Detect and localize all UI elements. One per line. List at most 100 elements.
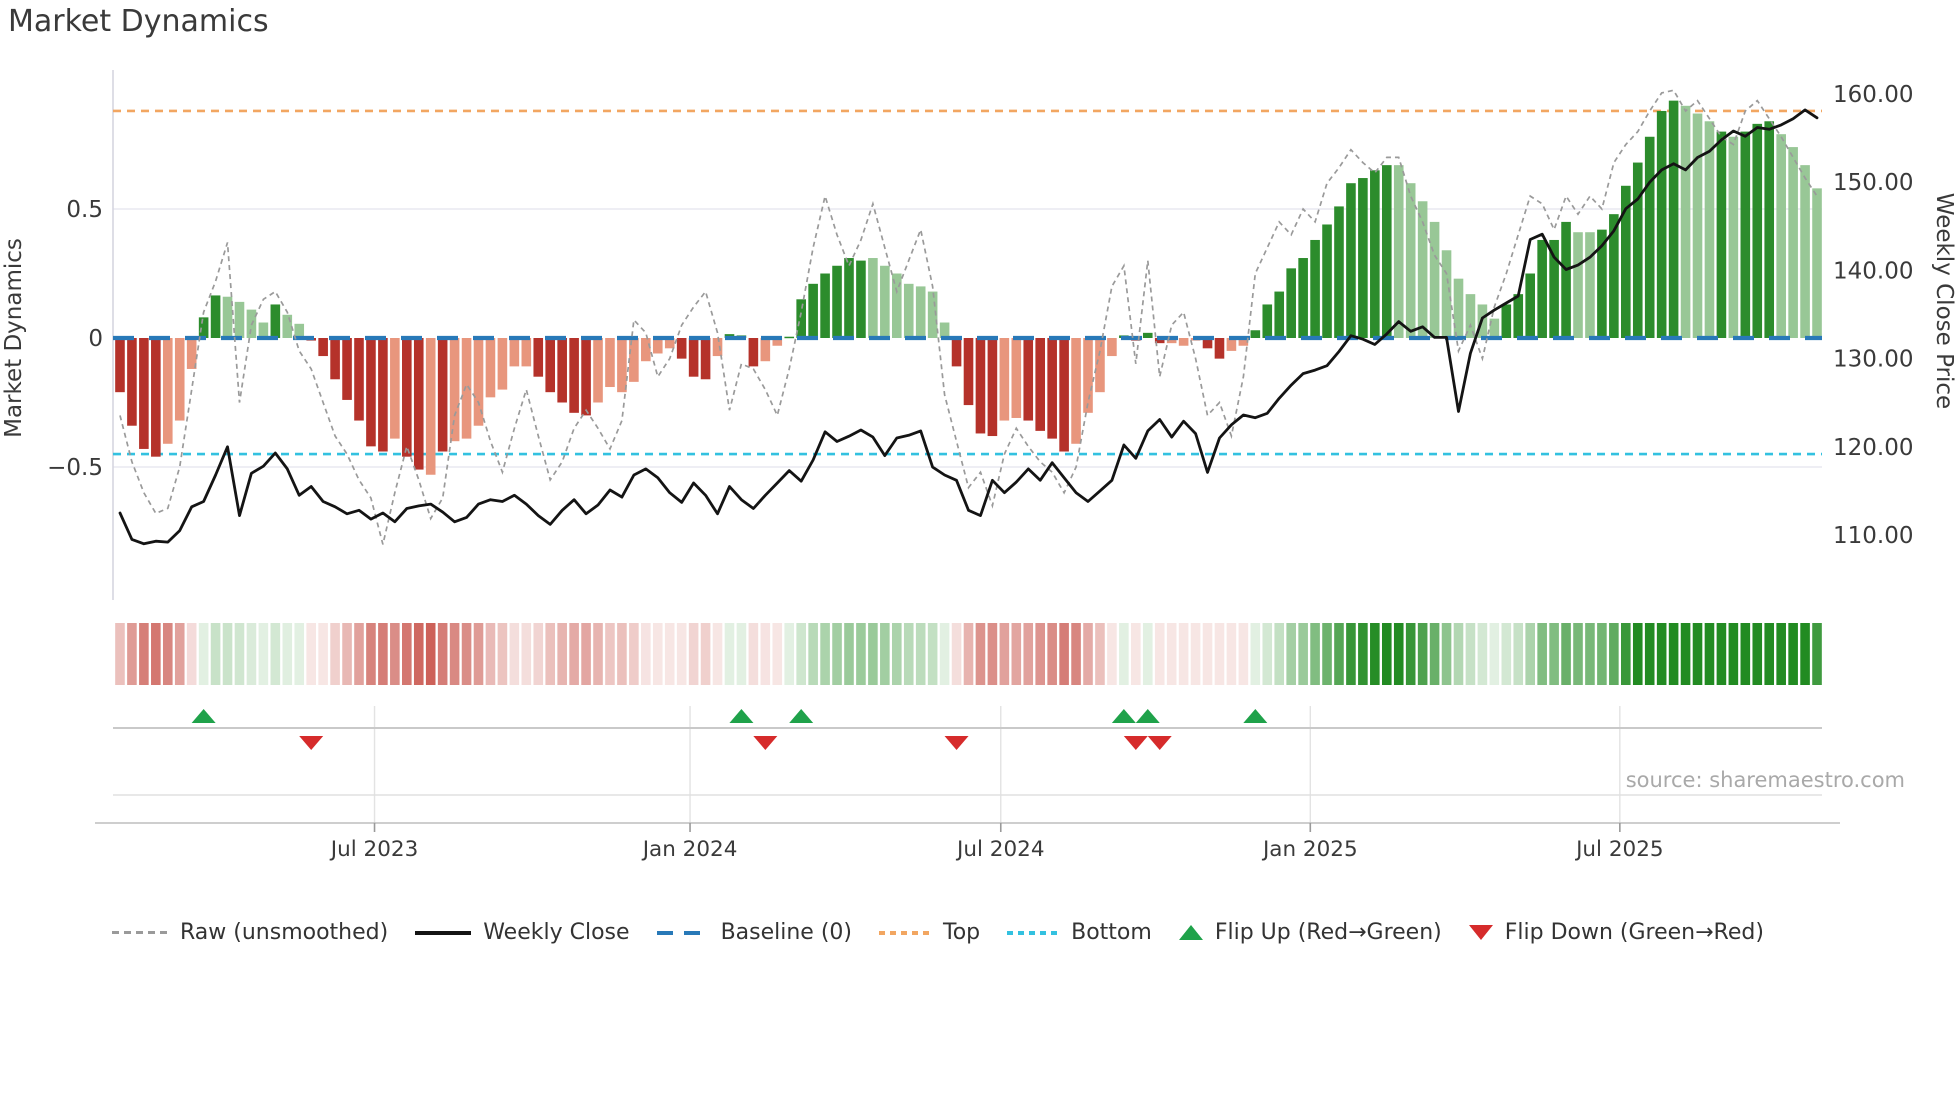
heat-cell: [880, 623, 890, 685]
heat-cell: [820, 623, 830, 685]
osc-bar: [652, 338, 663, 354]
osc-bar: [676, 338, 687, 359]
heat-cell: [330, 623, 340, 685]
heat-cell: [903, 623, 914, 685]
down-triangle-icon: [1468, 925, 1493, 940]
heat-cell: [1071, 623, 1081, 685]
heat-cell: [1011, 623, 1022, 685]
osc-bar: [485, 338, 496, 398]
heat-cell: [461, 623, 472, 685]
left-axis-label: Market Dynamics: [1, 238, 27, 438]
heat-cell: [915, 623, 926, 685]
osc-bar: [437, 338, 448, 452]
heat-cell: [390, 623, 400, 685]
legend-label-flip-down: Flip Down (Green→Red): [1504, 920, 1764, 945]
flip-up-marker: [729, 709, 754, 723]
legend-item-flip-up: Flip Up (Red→Green): [1178, 920, 1442, 945]
osc-bar: [975, 338, 986, 434]
osc-bar: [139, 338, 149, 449]
heat-cell: [1441, 623, 1452, 685]
osc-bar: [1465, 294, 1476, 338]
flip-down-markers: [299, 736, 1172, 750]
heat-cell: [1381, 623, 1392, 685]
osc-bar: [963, 338, 974, 406]
x-tick-label: Jul 2023: [329, 837, 419, 862]
heat-cell: [1059, 623, 1069, 685]
heat-cell: [1214, 623, 1225, 685]
osc-bar: [1740, 131, 1751, 338]
heat-cell: [354, 623, 364, 685]
osc-bar: [820, 273, 830, 338]
heat-cell: [1812, 623, 1822, 685]
osc-bar: [1704, 121, 1715, 338]
heat-cell: [796, 623, 806, 685]
osc-bar: [891, 273, 902, 338]
heat-cell: [1453, 623, 1464, 685]
heat-cell: [629, 623, 639, 685]
heat-cell: [688, 623, 699, 685]
right-axis-label: Weekly Close Price: [1931, 192, 1957, 410]
legend-label-raw: Raw (unsmoothed): [180, 920, 389, 945]
osc-bar: [832, 265, 842, 338]
osc-bar: [282, 314, 293, 338]
heat-cell: [1166, 623, 1177, 685]
heat-cell: [1238, 623, 1249, 685]
heat-cell: [808, 623, 818, 685]
heat-cell: [222, 623, 233, 685]
osc-bar: [641, 338, 651, 362]
heat-cell: [1286, 623, 1296, 685]
osc-bar: [378, 338, 388, 452]
flip-up-marker: [1111, 709, 1136, 723]
heat-cell: [1047, 623, 1057, 685]
flip-up-marker: [1135, 709, 1160, 723]
osc-bar: [1489, 318, 1500, 338]
heat-cell: [856, 623, 866, 685]
legend-item-baseline: Baseline (0): [656, 920, 852, 945]
heat-cell: [521, 623, 532, 685]
osc-bar: [760, 338, 771, 362]
osc-bar: [330, 338, 340, 380]
osc-bar: [1764, 121, 1775, 338]
heat-cell: [127, 623, 137, 685]
heat-cell: [139, 623, 149, 685]
flip-up-marker: [1243, 709, 1268, 723]
heat-cell: [1716, 623, 1727, 685]
heat-cell: [1202, 623, 1213, 685]
heat-cell: [724, 623, 735, 685]
osc-bar: [1023, 338, 1034, 421]
osc-bar: [366, 338, 376, 447]
flip-up-markers: [191, 709, 1268, 723]
flip-down-marker: [944, 736, 969, 750]
osc-bar: [1453, 278, 1464, 338]
heat-cell: [891, 623, 902, 685]
osc-bar: [533, 338, 544, 377]
osc-bar: [1573, 232, 1583, 338]
marker-subplot: [95, 706, 1840, 824]
osc-bar: [1107, 338, 1117, 357]
heat-cell: [1083, 623, 1093, 685]
osc-bar: [1334, 206, 1344, 338]
heat-cell: [605, 623, 615, 685]
heat-cell: [258, 623, 269, 685]
osc-bar: [1346, 183, 1356, 338]
price-tick-label: 160.00: [1833, 82, 1913, 108]
osc-bar: [1621, 185, 1631, 338]
flip-down-marker: [299, 736, 324, 750]
osc-bar: [1441, 250, 1452, 338]
heat-cell: [1561, 623, 1571, 685]
price-tick-label: 130.00: [1833, 347, 1913, 373]
price-tick-label: 140.00: [1833, 258, 1913, 284]
osc-bar: [354, 338, 364, 421]
x-tick-label: Jan 2024: [641, 837, 738, 862]
heat-cell: [1107, 623, 1117, 685]
osc-bar: [1537, 239, 1547, 338]
osc-bar: [497, 338, 508, 390]
legend-item-raw: Raw (unsmoothed): [112, 920, 388, 945]
heat-cell: [1298, 623, 1308, 685]
heat-cell: [1680, 623, 1691, 685]
flip-up-marker: [789, 709, 814, 723]
osc-bar: [808, 283, 818, 338]
up-triangle-icon: [1178, 925, 1203, 940]
x-axis: Jul 2023 Jan 2024 Jul 2024 Jan 2025 Jul 2025: [329, 823, 1664, 862]
heat-cell: [1393, 623, 1404, 685]
